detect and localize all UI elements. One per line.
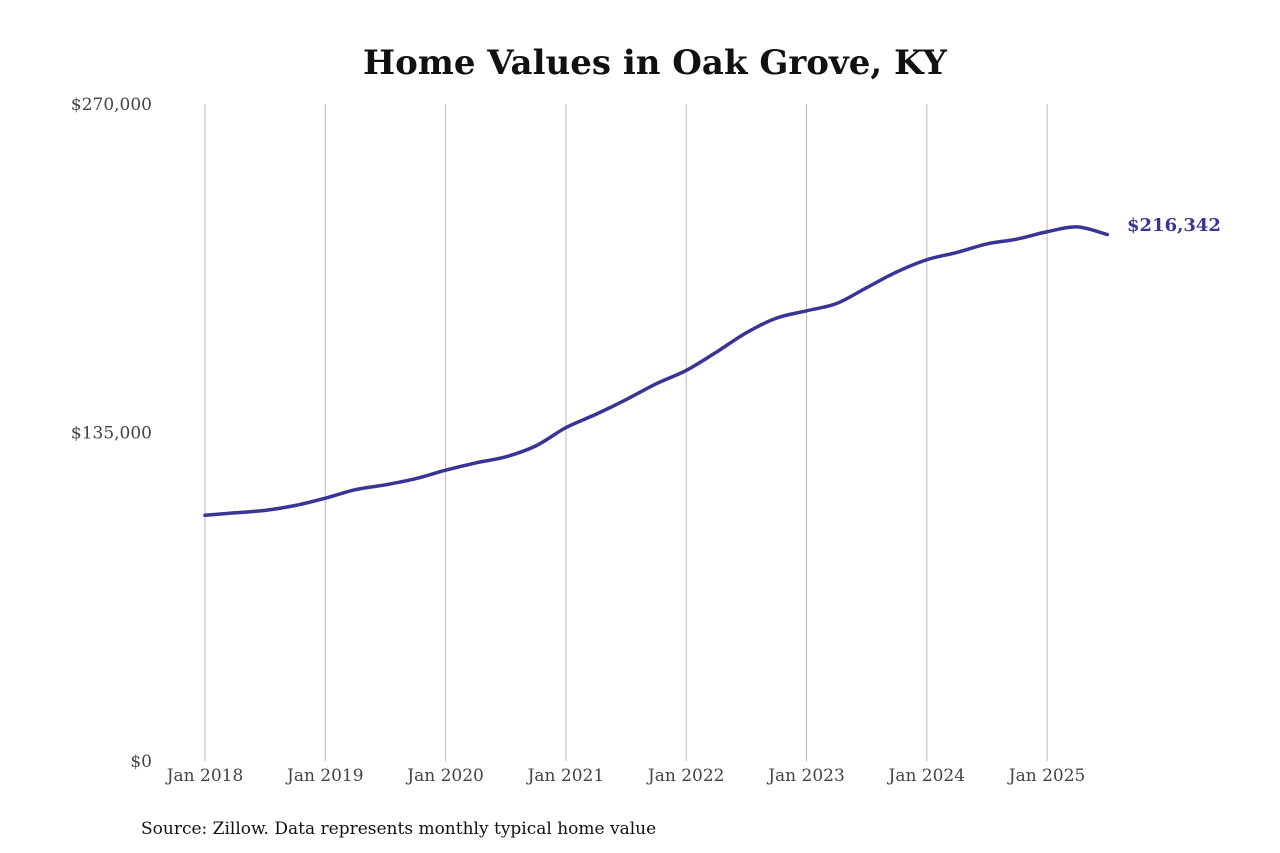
x-axis-ticks: Jan 2018 Jan 2019 Jan 2020 Jan 2021 Jan 2022…	[165, 766, 1086, 786]
data-point	[624, 398, 628, 402]
series-line	[203, 225, 1109, 517]
data-point	[684, 368, 688, 372]
data-point	[1105, 233, 1109, 237]
data-point	[564, 426, 568, 430]
x-tick-label: Jan 2024	[887, 766, 966, 786]
data-point	[534, 444, 538, 448]
x-tick-label: Jan 2023	[766, 766, 845, 786]
data-point	[985, 242, 989, 246]
data-point	[594, 412, 598, 416]
data-point	[714, 350, 718, 354]
data-point	[744, 331, 748, 335]
chart-title: Home Values in Oak Grove, KY	[363, 43, 948, 83]
y-axis-ticks: $0 $135,000 $270,000	[71, 95, 152, 772]
source-note: Source: Zillow. Data represents monthly …	[141, 819, 656, 839]
data-point	[1015, 237, 1019, 241]
data-point	[383, 483, 387, 487]
x-tick-label: Jan 2025	[1007, 766, 1086, 786]
data-point	[1075, 225, 1079, 229]
data-point	[865, 286, 869, 290]
data-point	[263, 508, 267, 512]
data-point	[955, 250, 959, 254]
y-tick-label: $0	[130, 752, 152, 772]
x-tick-label: Jan 2020	[405, 766, 484, 786]
data-point	[414, 477, 418, 481]
data-point	[895, 270, 899, 274]
data-point	[233, 511, 237, 515]
y-tick-label: $270,000	[71, 95, 152, 115]
data-point	[444, 468, 448, 472]
series-layer	[203, 225, 1109, 517]
data-point	[1045, 230, 1049, 234]
x-tick-label: Jan 2021	[526, 766, 605, 786]
grid-lines	[204, 104, 1048, 761]
data-point	[805, 309, 809, 313]
end-value-label: $216,342	[1127, 215, 1221, 236]
data-point	[474, 461, 478, 465]
data-point	[323, 496, 327, 500]
data-point	[504, 455, 508, 459]
data-point	[353, 488, 357, 492]
data-point	[654, 382, 658, 386]
data-point	[293, 504, 297, 508]
y-tick-label: $135,000	[71, 424, 152, 444]
x-tick-label: Jan 2022	[646, 766, 725, 786]
x-tick-label: Jan 2019	[285, 766, 364, 786]
data-point	[203, 513, 207, 517]
x-tick-label: Jan 2018	[165, 766, 244, 786]
data-point	[774, 316, 778, 320]
data-point	[925, 258, 929, 262]
data-point	[835, 302, 839, 306]
